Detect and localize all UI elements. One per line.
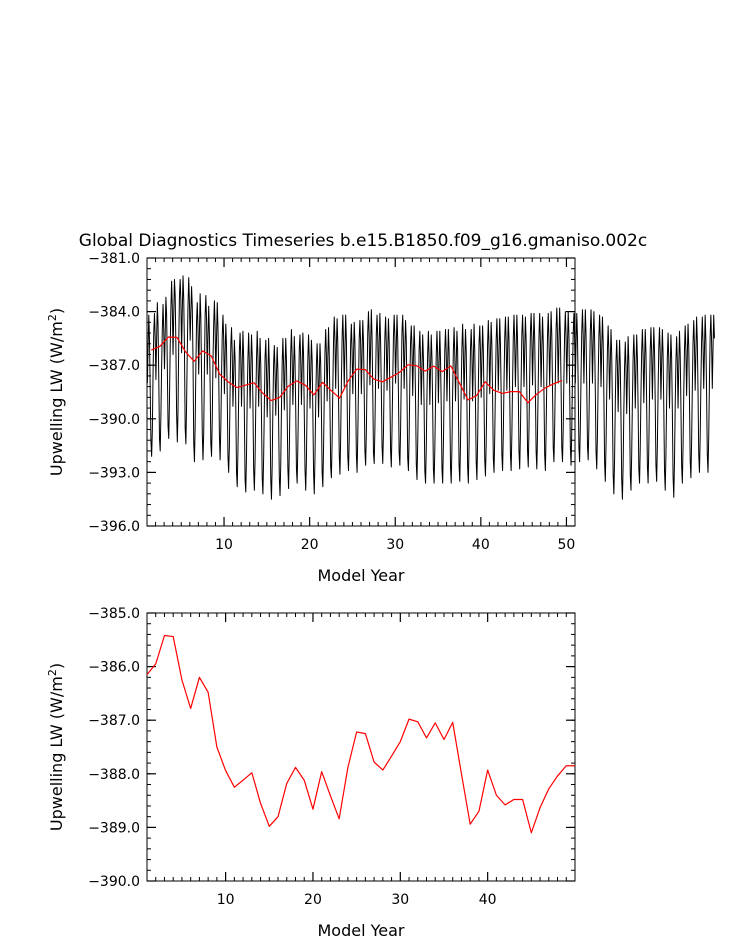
- x-tick-label: 20: [301, 537, 319, 553]
- y-tick-label: −390.0: [88, 874, 140, 890]
- top-series-annual-line: [151, 336, 563, 404]
- y-tick-label: −388.0: [88, 767, 140, 783]
- chart-title: Global Diagnostics Timeseries b.e15.B185…: [79, 231, 647, 251]
- top-ticks: 10 20 30 40 50 −396.0 −393.0 −390.0 −387.0 −384.0…: [88, 251, 576, 553]
- x-tick-label: 30: [391, 892, 409, 908]
- x-tick-label: 50: [558, 537, 576, 553]
- y-tick-label: −387.0: [88, 358, 140, 374]
- x-tick-label: 40: [479, 892, 497, 908]
- bottom-plot-frame: [146, 612, 576, 882]
- y-tick-label: −390.0: [88, 412, 140, 428]
- top-panel: 10 20 30 40 50 −396.0 −393.0 −390.0 −387.0 −384.0…: [46, 251, 715, 585]
- bottom-series: [146, 634, 575, 834]
- bottom-series-annual-line: [146, 634, 575, 834]
- x-tick-label: 10: [215, 537, 233, 553]
- top-series: [146, 275, 715, 500]
- y-tick-label: −396.0: [88, 519, 140, 535]
- y-tick-label: −385.0: [88, 606, 140, 622]
- y-tick-label: −393.0: [88, 465, 140, 481]
- bottom-x-axis-label: Model Year: [318, 921, 405, 940]
- y-tick-label: −386.0: [88, 660, 140, 676]
- bottom-panel: 10 20 30 40 −390.0 −389.0 −388.0 −387.0 −386.0 −3…: [46, 606, 576, 940]
- top-y-axis-label: Upwelling LW (W/m2): [46, 308, 66, 476]
- x-tick-label: 20: [304, 892, 322, 908]
- bottom-y-axis-label: Upwelling LW (W/m2): [46, 663, 66, 831]
- x-tick-label: 30: [386, 537, 404, 553]
- top-series-monthly-line: [146, 275, 715, 500]
- y-tick-label: −384.0: [88, 305, 140, 321]
- y-tick-label: −389.0: [88, 820, 140, 836]
- x-tick-label: 10: [217, 892, 235, 908]
- bottom-ticks: 10 20 30 40 −390.0 −389.0 −388.0 −387.0 −386.0 −3…: [88, 606, 575, 908]
- y-tick-label: −387.0: [88, 713, 140, 729]
- x-tick-label: 40: [472, 537, 490, 553]
- y-tick-label: −381.0: [88, 251, 140, 267]
- top-x-axis-label: Model Year: [318, 566, 405, 585]
